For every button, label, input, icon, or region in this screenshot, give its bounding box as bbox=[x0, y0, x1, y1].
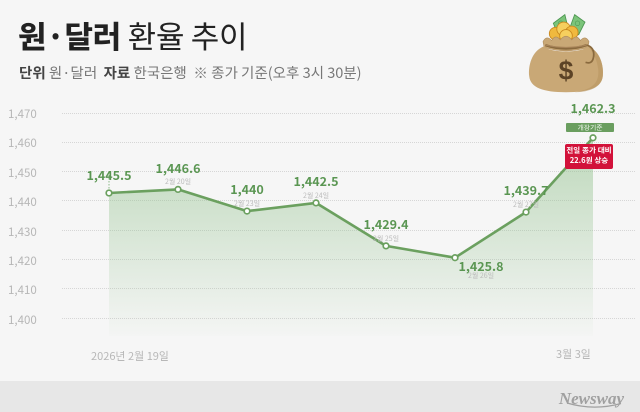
svg-text:$: $ bbox=[559, 56, 574, 86]
